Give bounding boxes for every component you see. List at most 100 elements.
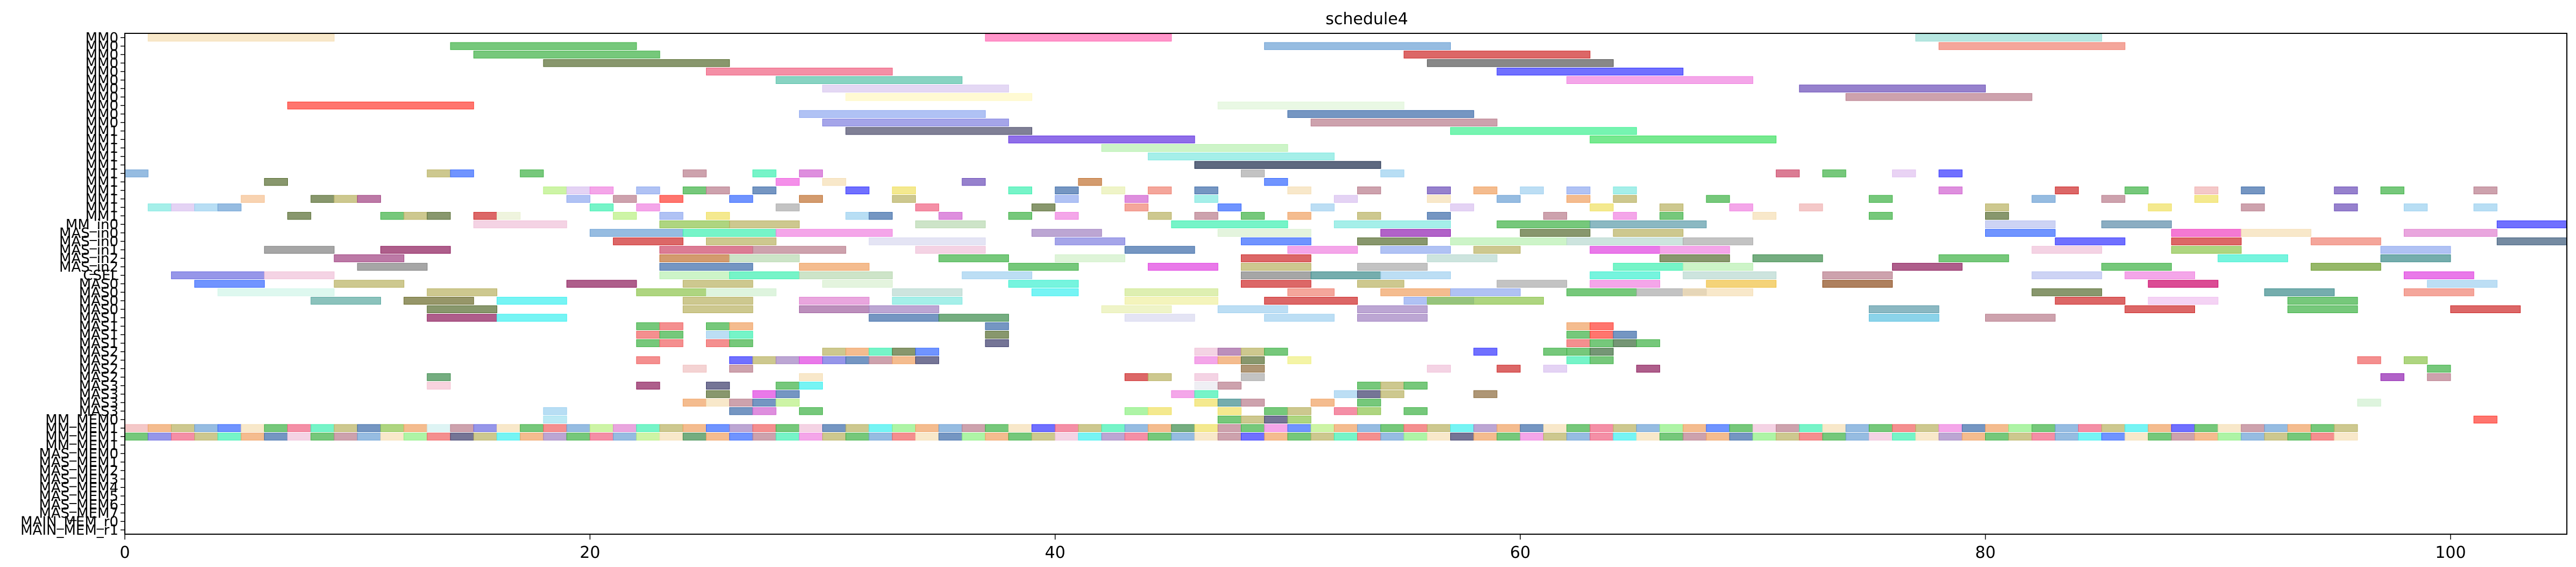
schedule-bar: [1613, 263, 1684, 271]
schedule-bar: [1683, 288, 1753, 296]
y-tick-label: MAS1: [79, 310, 118, 327]
x-tick-label: 0: [119, 543, 130, 562]
schedule-bar: [334, 280, 405, 288]
schedule-bar: [613, 424, 637, 432]
schedule-bar: [473, 212, 497, 220]
schedule-bar: [869, 433, 893, 441]
schedule-bar: [147, 203, 172, 211]
schedule-bar: [1217, 399, 1242, 407]
schedule-bar: [1590, 203, 1614, 211]
schedule-bar: [985, 33, 1172, 42]
schedule-bar: [2450, 305, 2521, 314]
schedule-bar: [357, 424, 381, 432]
y-tick-label: MAS_MEM6: [39, 497, 118, 513]
schedule-bar: [1055, 212, 1079, 220]
schedule-bar: [938, 212, 963, 220]
schedule-bar: [1380, 288, 1451, 296]
schedule-bar: [1590, 136, 1777, 144]
schedule-bar: [659, 339, 683, 348]
schedule-bar: [1799, 433, 1823, 441]
y-tick-label: MM0: [86, 89, 118, 105]
schedule-bar: [869, 356, 893, 364]
y-tick-label: MAS1: [79, 318, 118, 335]
schedule-bar: [1287, 356, 1311, 364]
schedule-bar: [1171, 424, 1195, 432]
schedule-bar: [543, 424, 567, 432]
schedule-bar: [682, 399, 707, 407]
schedule-bar: [729, 339, 753, 348]
schedule-bar: [171, 203, 195, 211]
schedule-bar: [2287, 305, 2358, 314]
schedule-bar: [1194, 373, 1218, 381]
schedule-bar: [497, 314, 567, 322]
schedule-bar: [2496, 220, 2567, 229]
schedule-bar: [1915, 33, 2102, 42]
schedule-bar: [799, 195, 823, 203]
schedule-bar: [1194, 186, 1218, 195]
schedule-bar: [1333, 390, 1358, 398]
y-tick-label: MM0: [86, 73, 118, 89]
schedule-bar: [2473, 186, 2497, 195]
schedule-bar: [1427, 195, 1451, 203]
schedule-bar: [520, 424, 544, 432]
schedule-bar: [1032, 424, 1056, 432]
schedule-bar: [1427, 424, 1451, 432]
schedule-bar: [1194, 356, 1218, 364]
schedule-bar: [706, 322, 730, 330]
y-tick-label: MM0: [86, 64, 118, 80]
schedule-bar: [334, 424, 358, 432]
schedule-bar: [2264, 424, 2288, 432]
schedule-bar: [543, 407, 567, 415]
schedule-bar: [380, 246, 451, 254]
schedule-bar: [357, 263, 428, 271]
schedule-bar: [2194, 186, 2219, 195]
schedule-bar: [869, 348, 893, 356]
schedule-bar: [1450, 424, 1474, 432]
schedule-bar: [1822, 433, 1846, 441]
schedule-bar: [1264, 415, 1288, 424]
y-tick-label: MM0: [86, 47, 118, 63]
schedule-bar: [2380, 246, 2451, 254]
schedule-bar: [938, 314, 1009, 322]
schedule-bar: [147, 33, 335, 42]
schedule-bar: [1427, 254, 1498, 263]
schedule-bar: [2404, 288, 2474, 296]
schedule-bar: [2311, 263, 2381, 271]
schedule-bar: [1310, 433, 1335, 441]
schedule-bar: [543, 433, 567, 441]
schedule-bar: [1729, 203, 1753, 211]
schedule-bar: [752, 246, 846, 254]
schedule-bar: [775, 229, 893, 237]
schedule-bar: [1124, 195, 1149, 203]
schedule-bar: [1450, 288, 1521, 296]
schedule-bar: [869, 237, 986, 245]
schedule-bar: [171, 433, 195, 441]
schedule-bar: [1427, 365, 1451, 373]
schedule-bar: [706, 212, 730, 220]
schedule-bar: [2311, 237, 2381, 245]
schedule-bar: [682, 433, 707, 441]
schedule-bar: [2101, 263, 2172, 271]
schedule-bar: [1287, 246, 1358, 254]
y-tick-label: MAS_MEM7: [39, 506, 118, 522]
schedule-bar: [1310, 424, 1335, 432]
schedule-bar: [1822, 169, 1846, 178]
schedule-bar: [985, 433, 1009, 441]
schedule-bar: [938, 254, 1009, 263]
y-tick-label: MAS2: [79, 361, 118, 377]
schedule-bar: [659, 195, 683, 203]
schedule-bar: [729, 433, 753, 441]
schedule-bar: [1241, 280, 1311, 288]
schedule-bar: [1752, 433, 1777, 441]
schedule-bar: [287, 212, 312, 220]
schedule-bar: [264, 424, 288, 432]
schedule-bar: [1706, 195, 1730, 203]
schedule-bar: [613, 433, 637, 441]
schedule-bar: [706, 288, 777, 296]
schedule-bar: [2078, 433, 2102, 441]
schedule-bar: [1566, 237, 1684, 245]
schedule-bar: [1124, 246, 1195, 254]
schedule-bar: [1264, 424, 1288, 432]
schedule-bar: [1380, 433, 1405, 441]
schedule-bar: [1613, 229, 1684, 237]
